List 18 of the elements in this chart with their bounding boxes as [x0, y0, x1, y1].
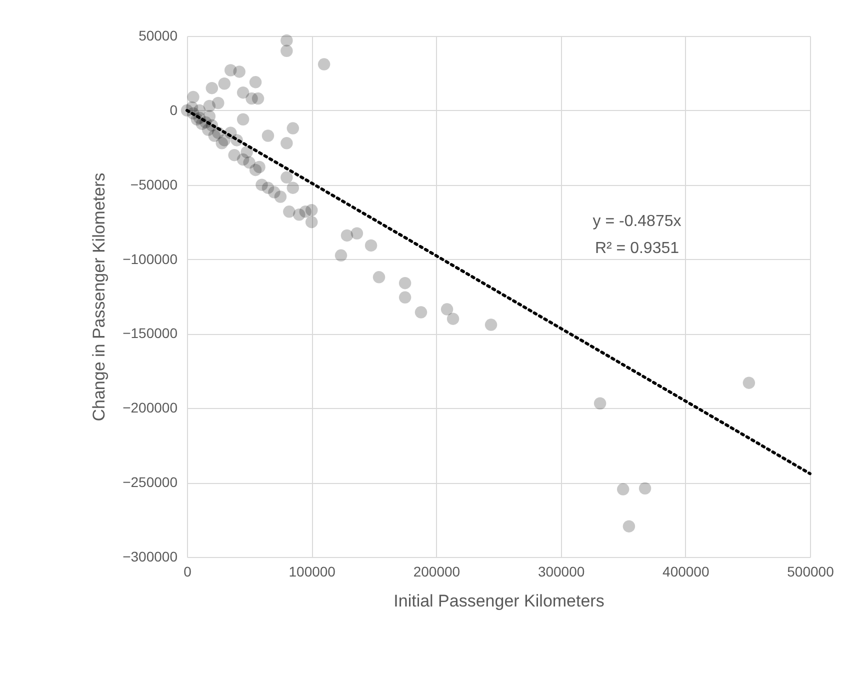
x-axis-title: Initial Passenger Kilometers [394, 592, 604, 610]
y-tick-label: −250000 [122, 474, 178, 490]
annotation: R² = 0.9351 [594, 240, 680, 257]
x-tick-label: 500000 [787, 564, 834, 580]
x-tick-label: 300000 [538, 564, 585, 580]
x-tick-label: 0 [184, 564, 192, 580]
y-axis-title: Change in Passenger Kilometers [90, 172, 109, 422]
x-tick-label: 200000 [413, 564, 460, 580]
y-tick-label: −100000 [122, 250, 178, 267]
y-tick-label: −200000 [122, 400, 178, 416]
y-tick-label: 0 [170, 102, 178, 118]
y-tick-label: −50000 [130, 176, 178, 192]
annotation: y = -0.4875x [592, 213, 682, 230]
x-tick-label: 100000 [288, 564, 336, 580]
x-tick-label: 400000 [662, 564, 710, 580]
y-tick-label: −150000 [122, 325, 178, 342]
y-tick-label: 50000 [138, 28, 178, 44]
y-tick-label: −300000 [122, 548, 178, 564]
